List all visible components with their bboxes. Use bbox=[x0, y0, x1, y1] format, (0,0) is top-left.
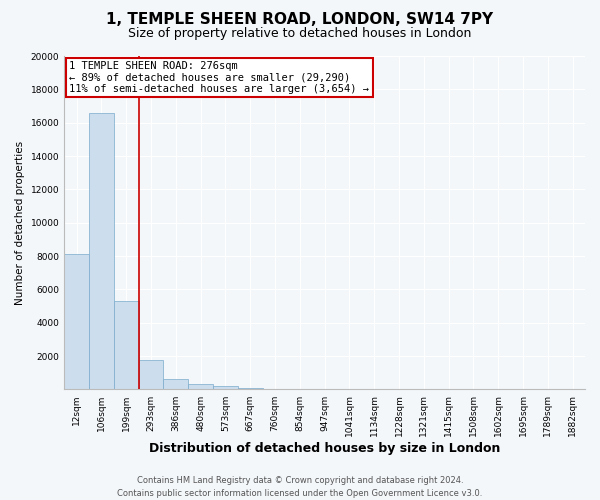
X-axis label: Distribution of detached houses by size in London: Distribution of detached houses by size … bbox=[149, 442, 500, 455]
Y-axis label: Number of detached properties: Number of detached properties bbox=[15, 140, 25, 305]
Text: 1, TEMPLE SHEEN ROAD, LONDON, SW14 7PY: 1, TEMPLE SHEEN ROAD, LONDON, SW14 7PY bbox=[106, 12, 494, 28]
Bar bbox=[139, 360, 163, 390]
Bar bbox=[64, 254, 89, 390]
Bar bbox=[188, 384, 213, 390]
Bar bbox=[89, 112, 114, 390]
Bar bbox=[238, 388, 263, 390]
Text: Size of property relative to detached houses in London: Size of property relative to detached ho… bbox=[128, 28, 472, 40]
Bar bbox=[213, 386, 238, 390]
Text: Contains HM Land Registry data © Crown copyright and database right 2024.
Contai: Contains HM Land Registry data © Crown c… bbox=[118, 476, 482, 498]
Text: 1 TEMPLE SHEEN ROAD: 276sqm
← 89% of detached houses are smaller (29,290)
11% of: 1 TEMPLE SHEEN ROAD: 276sqm ← 89% of det… bbox=[70, 61, 370, 94]
Bar bbox=[114, 301, 139, 390]
Bar bbox=[163, 380, 188, 390]
Bar bbox=[263, 388, 287, 390]
